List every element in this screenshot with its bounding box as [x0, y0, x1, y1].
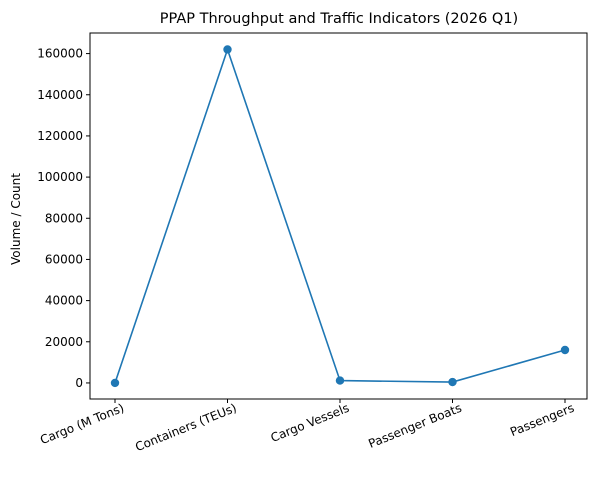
data-point: [448, 377, 457, 387]
series-group: [110, 45, 570, 388]
chart-title: PPAP Throughput and Traffic Indicators (…: [160, 11, 518, 27]
y-axis-label: Volume / Count: [9, 173, 23, 265]
x-tick-label: Containers (TEUs): [133, 401, 238, 454]
y-tick-label: 120000: [37, 129, 83, 143]
x-tick-label: Passengers: [508, 401, 576, 439]
series-line: [114, 46, 566, 384]
data-point: [335, 376, 345, 385]
y-tick-label: 140000: [37, 88, 83, 102]
data-point: [110, 378, 120, 388]
x-tick-label: Cargo (M Tons): [38, 401, 126, 447]
data-point: [560, 345, 570, 355]
plot-frame: [89, 32, 588, 400]
y-tick-label: 160000: [37, 47, 83, 61]
y-tick-label: 100000: [37, 170, 83, 184]
x-tick-label: Passenger Boats: [366, 401, 463, 451]
y-tick-label: 20000: [45, 335, 83, 349]
y-tick-label: 40000: [45, 294, 83, 308]
data-point: [223, 45, 232, 54]
y-tick-label: 60000: [45, 252, 83, 266]
x-axis-ticks: Cargo (M Tons) Containers (TEUs) Cargo Ves…: [38, 399, 576, 454]
y-tick-label: 0: [75, 376, 83, 390]
y-axis-ticks: 0 20000 40000 60000 80000 100000 120000 140000 1…: [37, 47, 90, 390]
x-tick-label: Cargo Vessels: [269, 401, 352, 445]
y-tick-label: 80000: [45, 211, 83, 225]
